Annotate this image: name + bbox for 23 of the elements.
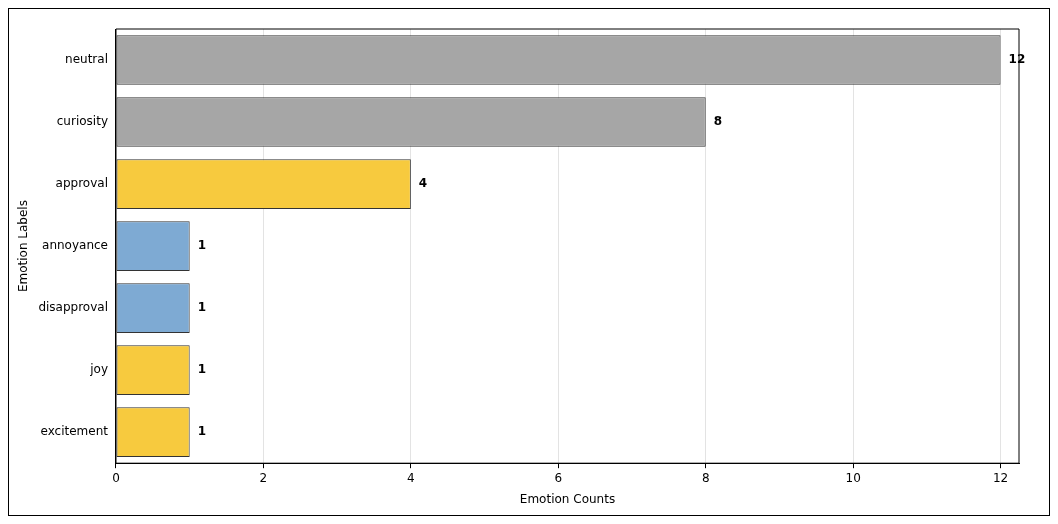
x-tick-label: 2 <box>259 470 268 485</box>
x-tick-label: 4 <box>407 470 415 485</box>
x-tick-label: 0 <box>112 470 120 485</box>
data-label: 1 <box>197 424 207 439</box>
y-tick-label: approval <box>55 176 108 191</box>
y-tick-label: excitement <box>40 424 109 439</box>
x-tick-label: 6 <box>554 470 563 485</box>
x-tick-label: 8 <box>701 470 710 485</box>
data-label: 8 <box>713 114 723 129</box>
data-label: 1 <box>197 362 207 377</box>
y-tick-label: neutral <box>65 52 108 67</box>
y-tick-label: curiosity <box>56 114 108 129</box>
data-label: 12 <box>1008 52 1026 67</box>
data-label: 1 <box>197 300 207 315</box>
y-tick-label: joy <box>89 362 108 377</box>
x-axis-title: Emotion Counts <box>519 491 616 506</box>
y-axis-title: Emotion Labels <box>16 200 31 293</box>
x-tick-label: 12 <box>992 470 1009 485</box>
y-tick-label: annoyance <box>42 238 108 253</box>
y-tick-label: disapproval <box>38 300 108 315</box>
data-label: 1 <box>197 238 207 253</box>
x-tick-label: 10 <box>845 470 861 485</box>
data-label: 4 <box>418 176 428 191</box>
